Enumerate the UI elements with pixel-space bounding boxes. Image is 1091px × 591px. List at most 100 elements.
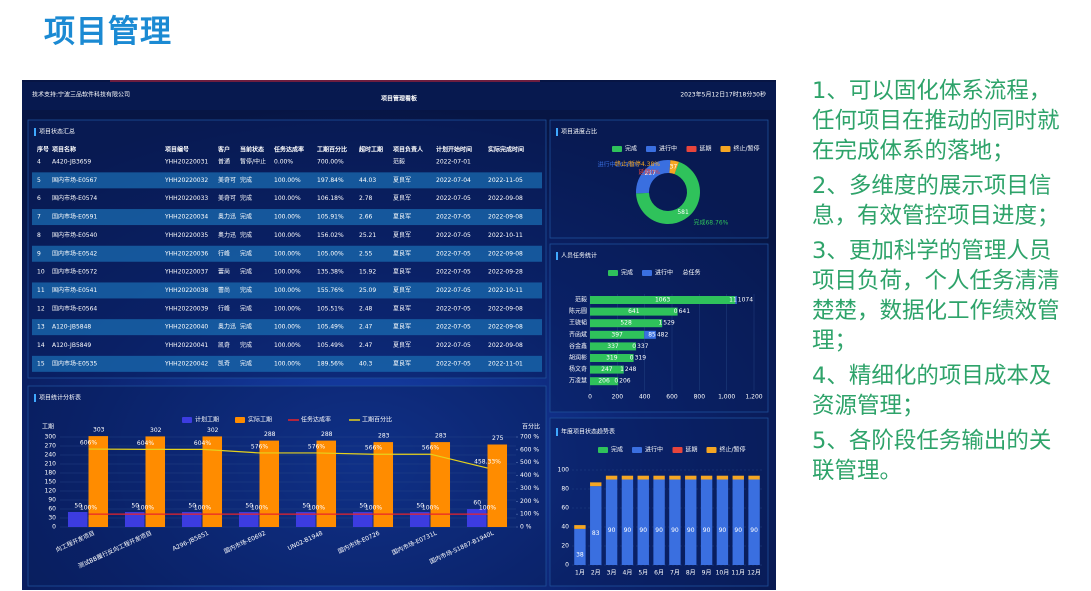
- table-cell: 100.00%: [274, 269, 301, 276]
- x-tick-label: 8月: [686, 570, 696, 577]
- bar: [88, 436, 109, 527]
- table-cell: 100.00%: [274, 342, 301, 349]
- x-tick-label: 6月: [654, 570, 664, 577]
- legend-label: 终止/暂停: [734, 145, 760, 153]
- table-cell: 国内市场-E0574: [52, 194, 97, 202]
- bar: [259, 440, 280, 527]
- table-cell: YHH20220036: [164, 250, 208, 257]
- total-label: 337: [637, 343, 649, 350]
- pie-label-percent: 0%: [650, 169, 660, 176]
- table-cell: 完成: [240, 341, 252, 349]
- table-row-highlight: [32, 282, 542, 299]
- table-cell: YHH20220038: [164, 287, 208, 294]
- bar: [67, 512, 88, 527]
- bar-value-label: 50: [302, 503, 310, 510]
- legend-label: 实际工期: [248, 416, 272, 424]
- table-cell: 135.38%: [317, 269, 344, 276]
- bar-value-label: 337: [607, 343, 619, 350]
- bar: [238, 512, 259, 527]
- bar: [124, 512, 145, 527]
- legend-swatch: [632, 447, 642, 453]
- pie-value-label: 581: [677, 209, 689, 216]
- table-header: 项目名称: [52, 146, 76, 154]
- table-cell: 100.00%: [274, 250, 301, 257]
- total-label: 319: [635, 355, 647, 362]
- legend-swatch: [235, 417, 245, 423]
- y-tick-label: 0: [565, 562, 569, 569]
- bar-value-label: 247: [601, 366, 613, 373]
- table-cell: 夏良军: [393, 231, 411, 239]
- line-value-label: 566%: [422, 445, 439, 452]
- y-tick-label: 90: [48, 497, 56, 504]
- table-cell: 2.47: [359, 324, 373, 331]
- x-tick-label: 4月: [623, 570, 633, 577]
- x-tick-label: 600: [666, 393, 678, 400]
- table-cell: 2022-07-05: [436, 305, 471, 312]
- line-value-label: 576%: [251, 443, 268, 450]
- table-cell: 国内市场-E0542: [52, 249, 97, 257]
- total-label: 1074: [738, 297, 753, 304]
- bar: [574, 528, 586, 565]
- table-cell: 夏良军: [393, 286, 411, 294]
- dashboard-title: 项目管理看板: [381, 95, 418, 103]
- bar: [295, 512, 316, 527]
- legend-label: 总任务: [683, 269, 701, 277]
- panel-title-marker: [556, 128, 558, 136]
- bar: [466, 509, 487, 527]
- bar: [590, 330, 645, 339]
- table-cell: 15.92: [359, 269, 376, 276]
- bar-value-label: 0: [614, 378, 618, 385]
- y-tick-label: 60: [48, 506, 56, 513]
- legend-swatch: [612, 146, 622, 152]
- table-cell: 9: [37, 250, 41, 257]
- bar: [732, 475, 744, 480]
- bar: [716, 479, 729, 565]
- bar-value-label: 302: [207, 427, 219, 434]
- bar-value-label: 0: [630, 355, 634, 362]
- y-tick-label: 范毅: [575, 296, 587, 304]
- table-cell: 105.51%: [317, 305, 344, 312]
- notes: 1、可以固化体系流程，任何项目在推动的同时就在完成体系的落地； 2、多维度的展示项…: [812, 76, 1066, 491]
- line-value-label: 100%: [251, 505, 268, 512]
- y-tick-label: 100: [558, 467, 570, 474]
- y2-tick-label: 0 %: [520, 524, 532, 531]
- table-cell: 2022-09-08: [488, 324, 523, 331]
- line-value-label: 100%: [137, 505, 154, 512]
- y-tick-label: 80: [561, 486, 569, 493]
- legend-label: 完成: [611, 446, 623, 454]
- y-tick-label: 陈元圆: [569, 307, 587, 315]
- table-cell: 奥力迅: [218, 213, 236, 221]
- table-row-highlight: [32, 319, 542, 336]
- bar: [590, 319, 663, 328]
- table-cell: YHH20220031: [164, 159, 208, 166]
- table-cell: 2022-11-05: [488, 177, 523, 184]
- bar-value-label: 319: [606, 355, 618, 362]
- table-cell: 2022-07-05: [436, 232, 471, 239]
- bar-value-label: 90: [639, 527, 647, 534]
- bar: [590, 354, 634, 362]
- table-header: 客户: [217, 146, 230, 154]
- line-value-label: 566%: [365, 445, 382, 452]
- bar: [637, 475, 649, 480]
- legend-swatch: [706, 447, 717, 453]
- y-tick-label: 30: [48, 515, 56, 522]
- table-cell: YHH20220033: [164, 195, 208, 202]
- y-tick-label: 240: [45, 452, 57, 459]
- legend-swatch: [642, 270, 652, 276]
- table-cell: 完成: [240, 176, 252, 184]
- y-tick-label: 万凌慧: [569, 377, 587, 385]
- bar: [748, 475, 760, 480]
- y-tick-label: 40: [561, 524, 569, 531]
- table-cell: 暂停/中止: [240, 158, 266, 166]
- table-cell: 100.00%: [274, 232, 301, 239]
- table-cell: 完成: [240, 249, 252, 257]
- legend-swatch: [672, 447, 683, 453]
- note: 1、可以固化体系流程，任何项目在推动的同时就在完成体系的落地；: [812, 78, 1060, 164]
- bar: [669, 475, 681, 480]
- y-tick-label: 杨文奇: [569, 365, 587, 373]
- table-cell: 国内市场-E0535: [52, 359, 97, 367]
- panel-title-marker: [34, 128, 36, 136]
- bar: [637, 479, 649, 565]
- table-cell: 国内市场-E0540: [52, 231, 97, 239]
